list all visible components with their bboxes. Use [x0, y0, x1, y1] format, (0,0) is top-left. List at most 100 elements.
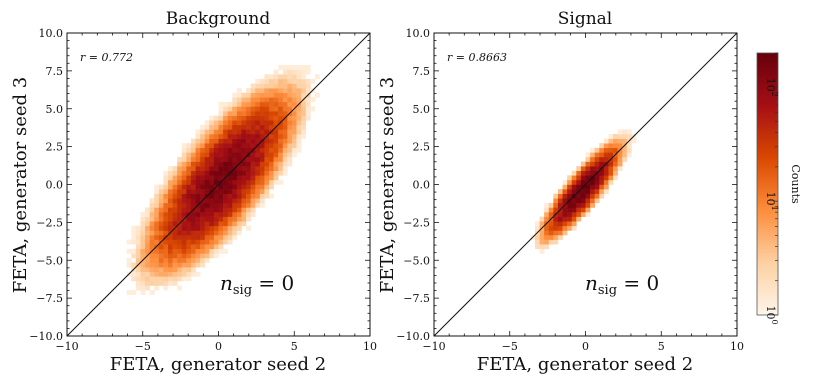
heatmap-bin [218, 138, 224, 144]
heatmap-bin [608, 138, 614, 144]
heatmap-bin [154, 230, 160, 236]
heatmap-bin [145, 271, 150, 277]
heatmap-bin [314, 92, 320, 98]
heatmap-bin [227, 198, 233, 204]
heatmap-bin [163, 271, 169, 277]
heatmap-bin [246, 129, 251, 135]
heatmap-bin [594, 193, 600, 199]
heatmap-bin [204, 253, 210, 259]
heatmap-bin [562, 230, 568, 236]
heatmap-bin [177, 170, 183, 176]
heatmap-bin [250, 184, 256, 190]
heatmap-bin [200, 216, 206, 222]
heatmap-bin [154, 239, 160, 245]
y-tick-label: −5.0 [36, 254, 63, 267]
heatmap-bin [296, 78, 302, 84]
heatmap-bin [236, 216, 242, 222]
heatmap-bin [204, 230, 210, 236]
heatmap-bin [535, 221, 540, 227]
heatmap-bin [241, 111, 247, 116]
heatmap-bin [181, 193, 187, 199]
heatmap-bin [223, 189, 228, 194]
heatmap-bin [608, 147, 614, 153]
heatmap-bin [190, 267, 196, 273]
heatmap-bin [264, 156, 270, 162]
heatmap-bin [172, 257, 178, 263]
heatmap-bin [177, 184, 183, 190]
heatmap-bin [204, 179, 210, 185]
heatmap-bin [200, 244, 206, 250]
heatmap-bin [209, 198, 215, 204]
heatmap-bin [278, 143, 284, 149]
heatmap-bin [305, 106, 311, 112]
heatmap-bin [154, 271, 160, 277]
heatmap-bin [576, 193, 582, 199]
heatmap-bin [232, 230, 238, 236]
heatmap-bin [269, 106, 274, 112]
heatmap-bin [264, 170, 270, 176]
heatmap-bin [172, 202, 178, 208]
heatmap-bin [576, 212, 582, 217]
heatmap-bin [195, 189, 201, 194]
heatmap-bin [305, 101, 311, 107]
heatmap-bin [190, 244, 196, 250]
heatmap-bin [213, 138, 219, 144]
heatmap-bin [195, 235, 201, 240]
heatmap-bin [535, 225, 540, 231]
x-tick-label: 10 [730, 340, 744, 353]
background-diagonal-line [66, 32, 371, 337]
heatmap-bin [580, 179, 586, 185]
background-y-axis-label: FETA, generator seed 3 [10, 77, 31, 293]
heatmap-bin [186, 216, 192, 222]
heatmap-bin [301, 101, 307, 107]
heatmap-bin [181, 175, 187, 181]
heatmap-bin [259, 161, 265, 167]
heatmap-bin [140, 221, 146, 227]
heatmap-bin [273, 92, 279, 98]
heatmap-bin [259, 124, 265, 130]
heatmap-bin [282, 88, 288, 93]
heatmap-bin [223, 120, 228, 126]
heatmap-bin [255, 198, 261, 204]
y-tick-label: 7.5 [413, 65, 431, 78]
heatmap-bin [278, 92, 284, 98]
heatmap-bin [126, 290, 132, 295]
heatmap-bin [195, 138, 201, 144]
heatmap-bin [213, 193, 219, 199]
heatmap-bin [163, 225, 169, 231]
heatmap-bin [291, 111, 297, 116]
heatmap-bin [236, 106, 242, 112]
heatmap-bin [200, 156, 206, 162]
heatmap-bin [145, 257, 150, 263]
heatmap-bin [168, 212, 173, 217]
heatmap-bin [273, 179, 279, 185]
heatmap-bin [264, 184, 270, 190]
heatmap-bin [567, 175, 573, 181]
heatmap-bin [580, 207, 586, 213]
heatmap-bin [154, 225, 160, 231]
heatmap-bin [172, 280, 178, 286]
heatmap-bin [278, 170, 284, 176]
heatmap-bin [218, 134, 224, 139]
heatmap-bin [227, 193, 233, 199]
heatmap-bin [190, 170, 196, 176]
heatmap-bin [158, 267, 164, 273]
heatmap-bin [255, 115, 261, 121]
heatmap-bin [181, 161, 187, 167]
heatmap-bin [562, 216, 568, 222]
heatmap-bin [200, 207, 206, 213]
heatmap-bin [255, 124, 261, 130]
heatmap-bin [613, 143, 618, 149]
heatmap-bin [181, 198, 187, 204]
heatmap-bin [190, 143, 196, 149]
heatmap-bin [269, 179, 274, 185]
heatmap-bin [567, 202, 573, 208]
heatmap-bin [204, 175, 210, 181]
signal-correlation-label: r = 0.8663 [447, 51, 507, 64]
heatmap-bin [269, 143, 274, 149]
heatmap-bin [223, 161, 228, 167]
heatmap-bin [603, 166, 609, 172]
heatmap-bin [227, 179, 233, 185]
heatmap-bin [287, 115, 293, 121]
heatmap-bin [255, 184, 261, 190]
